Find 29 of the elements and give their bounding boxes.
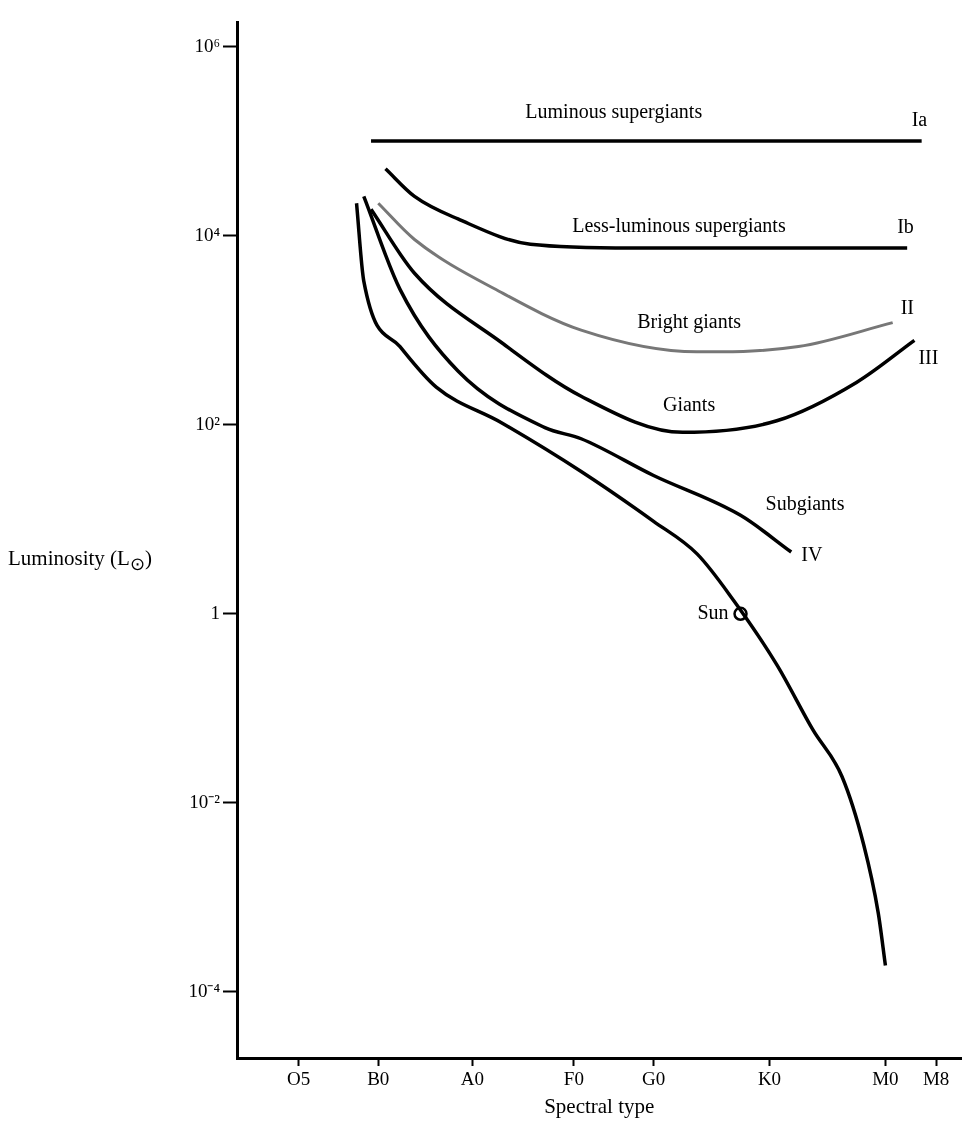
- x-tick-label: M8: [922, 1068, 950, 1090]
- x-tick-label: G0: [641, 1068, 666, 1090]
- series-label: Ia: [911, 108, 928, 131]
- y-tick-label: 10²: [195, 412, 221, 434]
- annotation: Luminous supergiants: [525, 99, 703, 123]
- line-series: [354, 201, 888, 968]
- series-label: II: [900, 295, 914, 318]
- y-tick-label: 10⁶: [194, 34, 220, 56]
- x-axis-title: Spectral type: [544, 1093, 655, 1118]
- series-label: Sun: [697, 601, 729, 624]
- y-tick-label: 1: [210, 601, 220, 623]
- y-tick-label: 10⁴: [194, 223, 221, 245]
- annotation: Subgiants: [765, 492, 845, 516]
- series-label: III: [918, 345, 939, 368]
- series-label: Ib: [897, 215, 914, 238]
- x-tick-label: F0: [563, 1068, 584, 1090]
- series-label: IV: [801, 543, 823, 566]
- line-series: [376, 201, 895, 354]
- y-tick-label: 10⁻²: [189, 790, 221, 812]
- y-axis-title: Luminosity (L$_{⊙}$): [8, 546, 152, 576]
- x-tick-label: M0: [872, 1068, 899, 1090]
- annotation: Bright giants: [637, 309, 742, 333]
- x-tick-label: A0: [460, 1068, 485, 1090]
- x-tick-label: B0: [367, 1068, 390, 1090]
- y-tick-label: 10⁻⁴: [188, 979, 221, 1001]
- annotation: Giants: [662, 392, 716, 415]
- annotation: Less-luminous supergiants: [572, 213, 786, 237]
- x-tick-label: O5: [286, 1068, 311, 1090]
- x-tick-label: K0: [757, 1068, 782, 1090]
